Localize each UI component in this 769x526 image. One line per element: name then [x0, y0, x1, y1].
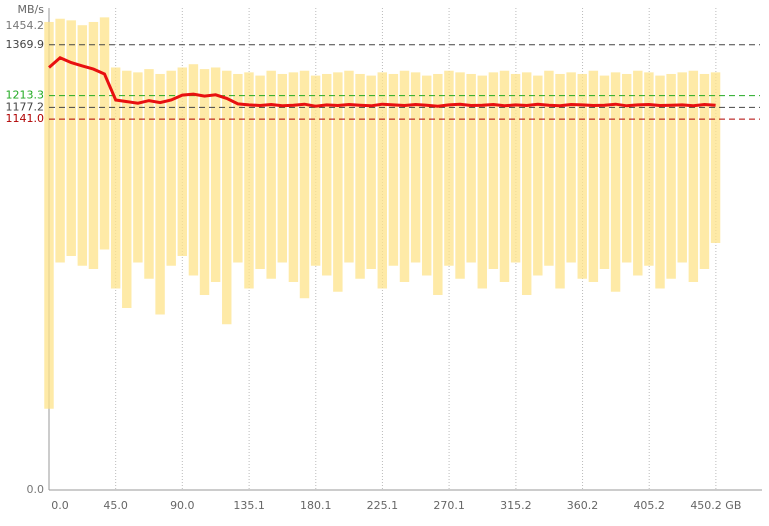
- range-bar: [388, 73, 399, 266]
- range-bar: [66, 20, 76, 256]
- range-bar: [555, 73, 565, 289]
- x-tick-label: 270.1: [433, 499, 465, 512]
- range-bar: [677, 72, 687, 263]
- y-tick-label: 1141.0: [6, 112, 45, 125]
- y-tick-label: 0.0: [27, 483, 45, 496]
- range-bar: [477, 75, 487, 289]
- range-bar: [44, 21, 54, 409]
- y-unit: MB/s: [18, 3, 45, 16]
- range-bar: [410, 72, 421, 263]
- range-bar: [277, 73, 288, 263]
- range-bar: [688, 70, 699, 282]
- range-bar: [633, 70, 643, 276]
- range-bar: [133, 72, 143, 263]
- range-bar: [377, 72, 388, 289]
- y-tick-label: 1369.9: [6, 38, 45, 51]
- range-bar: [144, 69, 154, 279]
- range-bar: [122, 70, 132, 308]
- range-bar: [588, 70, 599, 282]
- range-bar: [366, 75, 376, 269]
- x-tick-label: 315.2: [500, 499, 532, 512]
- x-tick-label: 0.0: [51, 499, 69, 512]
- range-bar: [488, 72, 499, 269]
- range-bar: [599, 75, 610, 269]
- range-bar: [610, 72, 621, 292]
- range-bar: [510, 73, 521, 263]
- range-bar: [444, 70, 454, 266]
- x-tick-label: 90.0: [170, 499, 195, 512]
- range-bar: [544, 70, 554, 266]
- range-bar: [77, 25, 88, 266]
- range-bar: [521, 72, 532, 295]
- range-bar: [566, 72, 576, 263]
- range-bar: [110, 67, 121, 289]
- range-bar: [710, 72, 721, 243]
- x-tick-label: 360.2: [567, 499, 599, 512]
- range-bar: [577, 73, 587, 279]
- range-bar: [199, 69, 210, 295]
- range-bar: [322, 73, 332, 276]
- range-bar: [55, 18, 65, 263]
- range-bar: [333, 72, 343, 292]
- range-bar: [421, 75, 432, 276]
- range-bar: [399, 70, 410, 282]
- range-bar: [188, 64, 199, 276]
- x-tick-label: 45.0: [103, 499, 128, 512]
- range-bar: [288, 72, 299, 282]
- range-bar: [266, 70, 276, 279]
- range-bar: [455, 72, 465, 279]
- range-bar: [344, 70, 354, 263]
- range-bar: [433, 73, 443, 295]
- range-bar: [644, 72, 654, 266]
- x-tick-label: 405.2: [633, 499, 665, 512]
- range-bar: [255, 75, 265, 269]
- range-bar: [244, 72, 254, 289]
- x-tick-label: 135.1: [233, 499, 265, 512]
- range-bar: [233, 73, 243, 263]
- y-tick-label: 1213.3: [6, 89, 45, 102]
- range-bar: [166, 70, 176, 266]
- range-bar: [666, 73, 676, 279]
- range-bar: [88, 21, 99, 269]
- average-line: [48, 55, 716, 108]
- range-bar: [222, 70, 232, 325]
- x-tick-label: 225.1: [367, 499, 399, 512]
- range-bar: [210, 67, 221, 282]
- range-bar: [99, 17, 110, 250]
- y-tick-label: 1177.2: [6, 100, 45, 113]
- range-bar: [355, 73, 365, 279]
- range-bar: [499, 70, 510, 282]
- range-bar: [299, 70, 310, 299]
- range-bar: [310, 75, 321, 266]
- range-bar: [655, 75, 665, 289]
- range-bar: [699, 73, 710, 269]
- y-tick-label: 1454.2: [6, 19, 45, 32]
- range-bar: [466, 73, 476, 263]
- range-bar: [533, 75, 543, 276]
- x-tick-label: 450.2 GB: [690, 499, 741, 512]
- range-bar: [155, 73, 165, 315]
- x-tick-label: 180.1: [300, 499, 332, 512]
- range-bar: [177, 67, 188, 256]
- range-bar: [621, 73, 632, 263]
